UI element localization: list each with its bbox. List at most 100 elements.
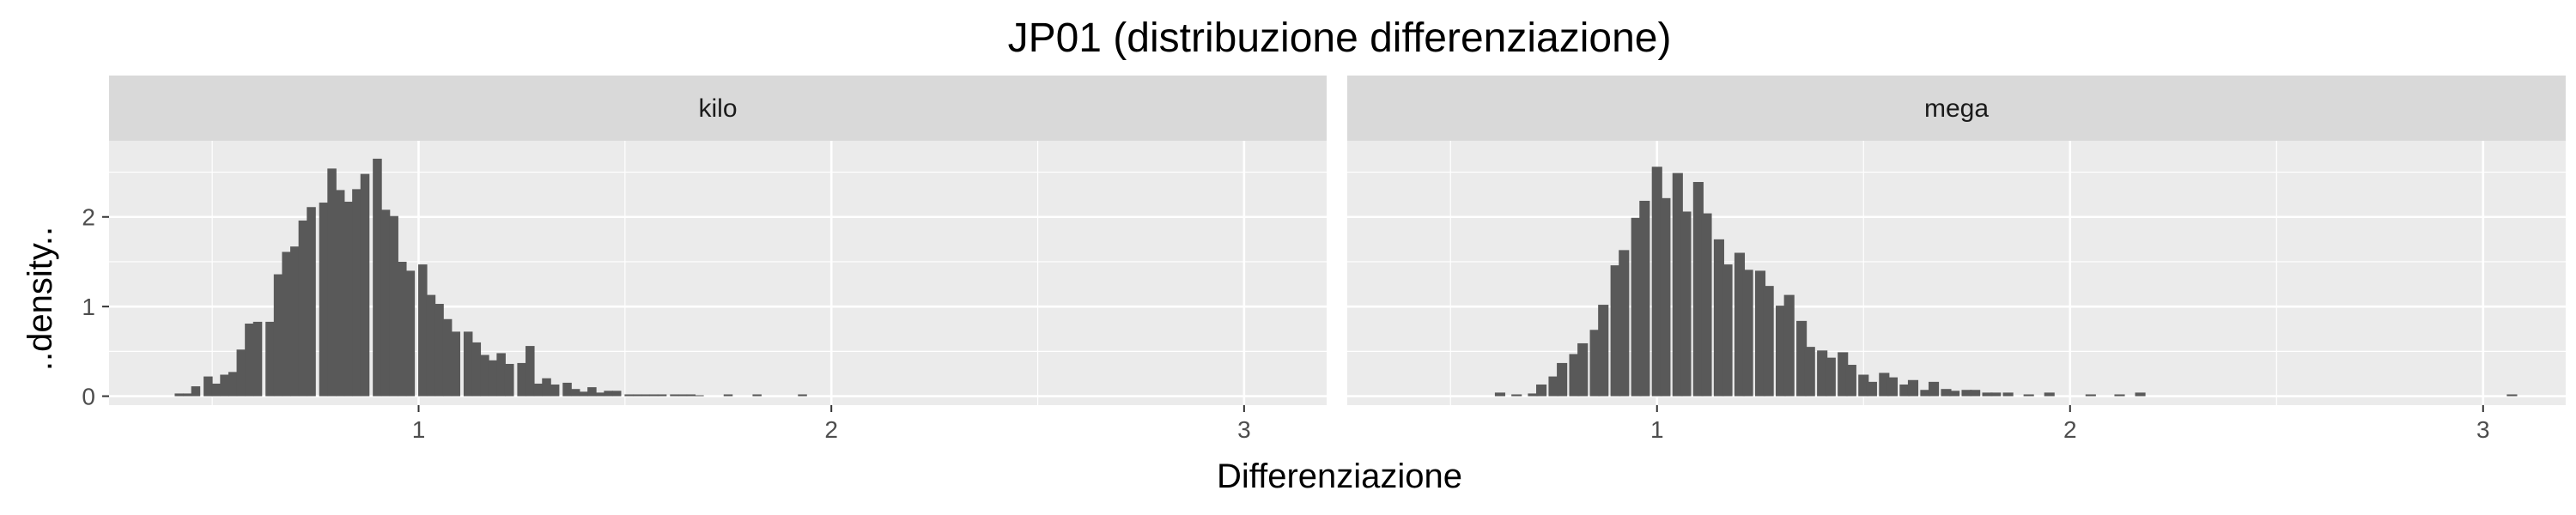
- histogram-bar: [1754, 270, 1766, 397]
- histogram-bar: [335, 190, 345, 397]
- histogram-bar: [1598, 305, 1609, 397]
- histogram-bar: [426, 294, 436, 397]
- y-tick-label: 2: [82, 204, 95, 231]
- histogram-bar: [1949, 391, 1960, 397]
- histogram-bar: [579, 391, 589, 397]
- histogram-bar: [228, 372, 238, 397]
- histogram-bar: [1982, 392, 1993, 397]
- panel-background: [1347, 141, 2566, 405]
- histogram-bar: [670, 394, 679, 397]
- histogram-bar: [1701, 213, 1712, 397]
- histogram-bar: [174, 393, 184, 397]
- histogram-bar: [1783, 294, 1795, 397]
- histogram-bar: [451, 331, 461, 397]
- facet-panel-mega: mega 1 2 3: [1347, 76, 2566, 443]
- histogram-bar: [517, 362, 526, 397]
- histogram-bar: [2085, 394, 2096, 397]
- histogram-bar: [389, 215, 398, 397]
- histogram-bar: [2044, 392, 2055, 397]
- histogram-bar: [2506, 394, 2518, 397]
- histogram-bar: [752, 394, 762, 397]
- histogram-bar: [1776, 306, 1787, 397]
- histogram-bar: [1548, 376, 1559, 397]
- histogram-bar: [641, 394, 651, 397]
- histogram-bar: [686, 394, 696, 397]
- facet-panel-kilo: kilo 1 2 3 0 1 2: [82, 76, 1327, 443]
- histogram-bar: [1631, 217, 1642, 397]
- histogram-bar: [282, 251, 291, 397]
- histogram-bar: [1494, 392, 1506, 397]
- histogram-bar: [273, 274, 283, 397]
- histogram-bar: [307, 207, 316, 397]
- histogram-bar: [2002, 392, 2014, 397]
- histogram-bar: [1970, 390, 1981, 397]
- histogram-bar: [1672, 173, 1683, 397]
- histogram-bar: [380, 209, 391, 397]
- histogram-bar: [1990, 392, 2002, 397]
- histogram-bar: [1680, 211, 1692, 397]
- histogram-bar: [1692, 182, 1704, 397]
- histogram-bar: [352, 189, 361, 397]
- histogram-bar: [604, 391, 613, 397]
- histogram-bar: [1796, 320, 1807, 397]
- histogram-bar: [319, 203, 329, 397]
- histogram-bar: [526, 346, 535, 397]
- histogram-bar: [533, 383, 544, 397]
- histogram-bar: [1817, 350, 1828, 397]
- histogram-bar: [1845, 365, 1856, 397]
- histogram-bar: [1941, 389, 1952, 397]
- histogram-bar: [298, 220, 308, 397]
- histogram-bar: [1569, 354, 1580, 397]
- histogram-bar: [204, 376, 213, 397]
- facet-strip: [1347, 76, 2566, 141]
- histogram-bar: [1722, 264, 1733, 397]
- histogram-bar: [418, 264, 428, 397]
- histogram-bar: [1763, 286, 1774, 397]
- histogram-bar: [1660, 197, 1671, 397]
- histogram-bar: [550, 384, 560, 397]
- y-tick-label: 1: [82, 294, 95, 320]
- histogram-bar: [1734, 252, 1746, 397]
- histogram-bar: [1866, 381, 1877, 397]
- y-axis-title: ..density..: [21, 227, 59, 371]
- histogram-bar: [360, 173, 370, 397]
- histogram-bar: [1928, 381, 1940, 397]
- histogram-bar: [290, 246, 300, 397]
- histogram-bar: [480, 354, 489, 397]
- histogram-bar: [1886, 377, 1899, 397]
- histogram-bar: [1557, 362, 1568, 397]
- x-tick-label: 1: [1650, 416, 1664, 443]
- facet-strip-label: kilo: [698, 94, 737, 123]
- y-tick-label: 0: [82, 384, 95, 410]
- histogram-bar: [2023, 394, 2034, 397]
- histogram-bar: [1825, 357, 1836, 397]
- histogram-bar: [1577, 342, 1589, 397]
- histogram-bar: [723, 394, 733, 397]
- histogram-bar: [434, 304, 444, 397]
- histogram-bar: [562, 382, 572, 397]
- histogram-bar: [570, 389, 580, 397]
- x-tick-label: 2: [824, 416, 838, 443]
- x-tick-label: 3: [1237, 416, 1251, 443]
- histogram-bar: [1838, 352, 1849, 397]
- histogram-bar: [405, 270, 416, 397]
- histogram-bar: [252, 321, 263, 397]
- histogram-bar: [624, 394, 634, 397]
- histogram-bar: [1639, 200, 1650, 397]
- histogram-bar: [1920, 390, 1931, 397]
- histogram-bar: [220, 374, 229, 397]
- facet-strip-label: mega: [1924, 94, 1989, 123]
- histogram-bar: [2114, 394, 2125, 397]
- histogram-bar: [798, 394, 807, 397]
- histogram-bar: [1961, 390, 1972, 397]
- histogram-bar: [633, 394, 642, 397]
- histogram-bar: [1619, 250, 1630, 397]
- x-tick-label: 1: [412, 416, 426, 443]
- histogram-bar: [471, 342, 482, 397]
- histogram-bar: [1804, 347, 1815, 397]
- histogram-bar: [463, 331, 473, 397]
- histogram-bar: [1610, 265, 1621, 397]
- x-tick-label: 2: [2063, 416, 2077, 443]
- histogram-bar: [496, 353, 506, 397]
